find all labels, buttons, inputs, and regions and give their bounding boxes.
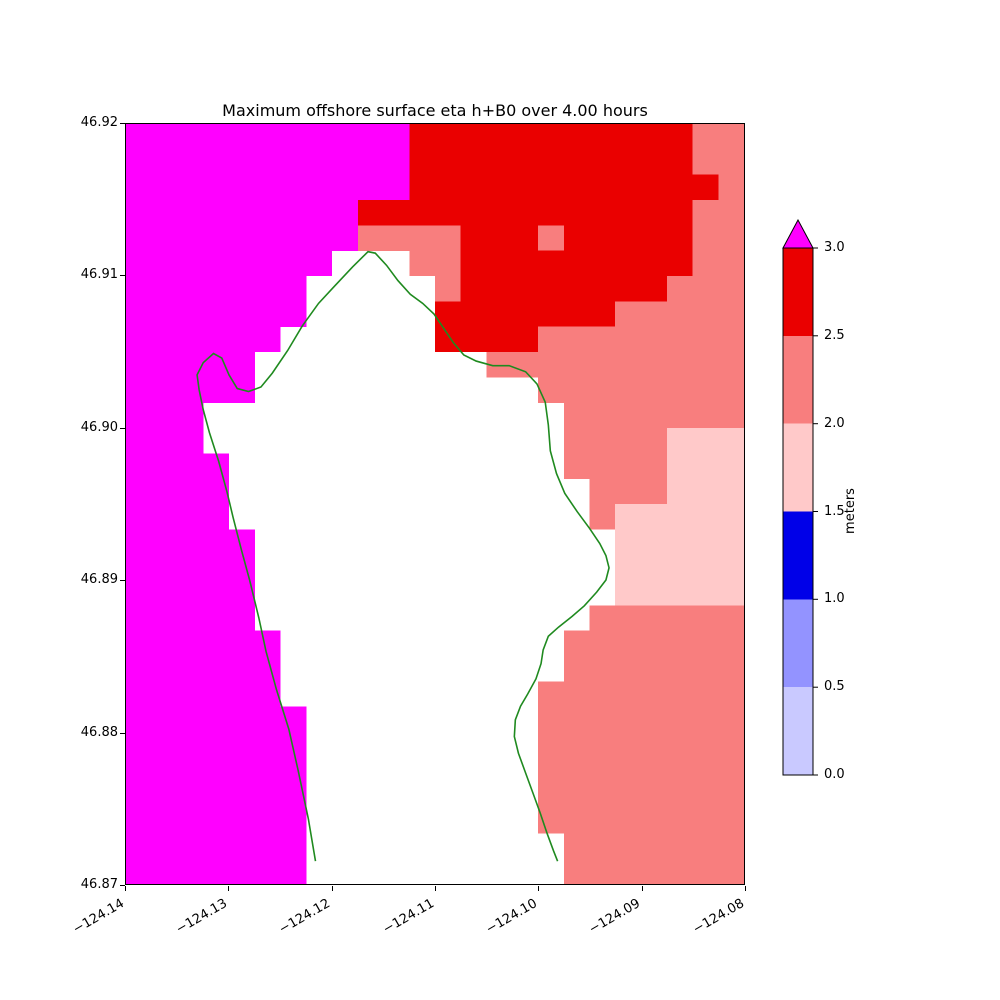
y-tick-label: 46.88: [80, 724, 118, 740]
colorbar-tick-label: 0.5: [824, 679, 845, 695]
heatmap-canvas: [126, 124, 744, 884]
y-tick-mark: [120, 275, 125, 277]
colorbar-tick-label: 2.0: [824, 415, 845, 431]
x-tick-label: −124.09: [586, 896, 644, 938]
x-tick-mark: [745, 886, 746, 891]
y-tick-label: 46.90: [80, 419, 118, 435]
y-tick-label: 46.91: [80, 267, 118, 283]
colorbar-tick-label: 2.5: [824, 327, 845, 343]
coastline-path: [196, 250, 610, 862]
x-tick-mark: [331, 886, 333, 891]
y-tick-mark: [120, 580, 125, 582]
plot-area: [125, 123, 745, 885]
y-tick-label: 46.87: [80, 877, 118, 892]
chart-title: Maximum offshore surface eta h+B0 over 4…: [222, 101, 648, 120]
x-tick-mark: [228, 886, 230, 891]
colorbar-over-triangle: [782, 219, 814, 249]
x-tick-label: −124.08: [690, 896, 747, 938]
colorbar-tick-label: 3.0: [824, 240, 845, 255]
x-tick-mark: [435, 886, 436, 891]
colorbar-tick-label: 0.0: [824, 767, 845, 782]
x-tick-mark: [125, 886, 126, 891]
x-tick-label: −124.13: [173, 896, 230, 938]
x-tick-label: −124.11: [380, 896, 437, 938]
x-tick-label: −124.10: [483, 896, 540, 938]
y-tick-label: 46.89: [80, 572, 118, 588]
y-tick-mark: [120, 732, 125, 734]
x-tick-mark: [641, 886, 643, 891]
colorbar-tick-label: 1.5: [824, 503, 845, 519]
y-tick-mark: [120, 427, 125, 429]
colorbar: [782, 219, 818, 776]
y-tick-label: 46.92: [80, 115, 118, 130]
colorbar-label: meters: [842, 488, 858, 534]
x-tick-mark: [538, 886, 540, 891]
y-tick-mark: [120, 123, 125, 124]
x-tick-label: −124.14: [70, 896, 127, 938]
colorbar-tick-label: 1.0: [824, 591, 845, 607]
y-tick-mark: [120, 885, 125, 886]
x-tick-label: −124.12: [276, 896, 334, 938]
